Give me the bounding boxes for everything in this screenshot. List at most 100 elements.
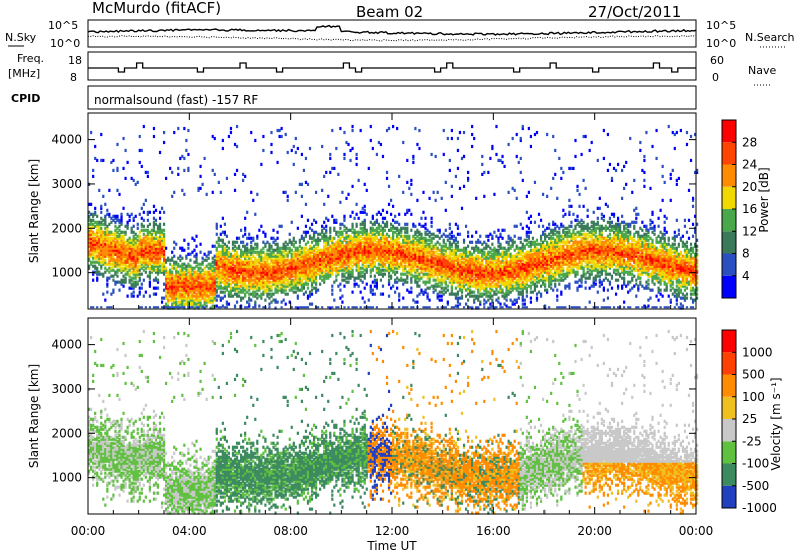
power-cell [349,148,352,153]
power-cell [179,280,182,284]
power-cell [156,224,160,228]
power-cell [193,284,196,288]
power-cell [183,266,186,270]
power-cell [363,300,366,304]
power-cell [414,126,417,131]
power-cell [142,258,145,262]
power-cell [96,276,99,280]
power-cell [154,230,158,234]
power-cell [140,148,143,153]
power-cell [385,232,389,236]
power-cell [278,264,281,268]
power-cell [199,278,202,282]
power-cell [116,254,119,258]
power-cell [458,248,462,252]
power-cell [373,284,376,288]
power-cell [191,266,194,270]
power-cell [262,246,265,250]
power-cell [264,280,267,284]
power-cell [132,178,135,183]
power-cell [169,278,172,282]
power-cell [104,220,107,224]
power-cell [134,268,137,272]
power-cell [181,256,184,260]
power-cell [177,274,180,278]
power-cell [156,254,160,258]
power-cell [464,294,468,298]
power-cell [207,266,210,270]
power-cell [418,222,421,226]
power-cell [211,306,214,310]
power-cell [177,284,180,288]
power-cell [270,280,273,284]
power-cell [268,242,271,246]
power-cell [150,270,154,274]
power-cell [396,280,399,284]
power-cell [205,254,208,258]
power-cell [211,288,214,292]
power-cell [130,294,133,298]
power-cell [361,266,364,270]
power-cell [418,292,421,296]
power-cell [108,270,111,274]
power-cell [440,294,443,298]
power-cell [126,248,129,252]
power-cell [100,204,103,208]
power-cell [197,298,200,302]
power-cell [244,292,247,296]
power-cell [96,232,99,236]
power-cell [306,286,310,290]
power-cell [414,230,417,234]
power-cell [371,226,374,230]
power-cell [112,238,115,242]
power-cell [114,272,117,276]
power-cell [138,276,141,280]
power-cell [337,238,340,242]
power-cell [102,194,105,198]
power-cell [450,256,453,260]
power-cell [136,244,139,248]
power-cell [152,134,156,139]
power-cell [211,282,214,286]
power-cell [130,244,133,248]
power-cell [171,258,174,262]
power-cell [122,248,125,252]
power-cell [142,268,145,272]
power-cell [205,294,208,298]
power-cell [156,264,160,268]
power-cell [233,264,237,268]
power-cell [436,282,439,286]
power-cell [268,262,271,266]
power-cell [181,274,184,278]
power-cell [233,252,237,256]
power-cell [430,152,433,157]
power-cell [333,242,336,246]
power-cell [426,280,429,284]
power-cell [138,260,141,264]
power-cell [100,256,103,260]
power-cell [203,282,206,286]
power-cell [102,252,105,256]
power-cell [169,282,172,286]
power-cell [327,218,330,222]
power-cell [187,300,190,304]
power-cell [181,302,184,306]
power-cell [191,278,194,282]
power-cell [310,302,314,306]
power-cell [165,304,168,308]
power-cell [165,274,168,278]
power-cell [175,292,178,296]
power-cell [302,168,306,173]
power-cell [160,250,164,254]
power-cell [179,278,182,282]
power-cell [357,284,360,288]
power-cell [343,228,346,232]
power-cell [120,218,123,222]
power-cell [389,212,393,216]
power-cell [314,246,318,250]
power-cell [325,272,328,276]
power-cell [359,234,362,238]
power-cell [329,226,332,230]
power-cell [195,280,198,284]
power-cell [207,274,210,278]
